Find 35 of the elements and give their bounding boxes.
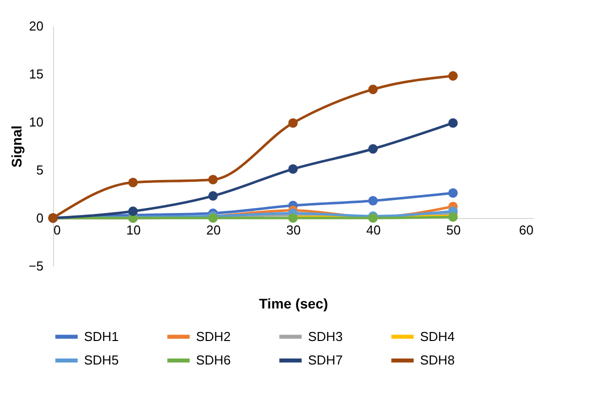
point xyxy=(208,191,218,201)
x-tick-label: 0 xyxy=(54,222,61,238)
point xyxy=(448,118,458,128)
y-tick-label: 10 xyxy=(29,114,44,130)
y-tick-label: 0 xyxy=(36,210,44,226)
legend-label: SDH6 xyxy=(196,352,231,368)
y-tick-label: −5 xyxy=(28,258,44,274)
legend-label: SDH7 xyxy=(308,352,343,368)
point xyxy=(128,178,138,188)
legend-label: SDH2 xyxy=(196,328,231,344)
legend-label: SDH8 xyxy=(420,352,455,368)
legend-label: SDH3 xyxy=(308,328,343,344)
legend-label: SDH1 xyxy=(84,328,119,344)
point xyxy=(448,71,458,81)
x-tick-label: 10 xyxy=(126,222,141,238)
x-tick-label: 60 xyxy=(519,222,534,238)
x-tick-label: 40 xyxy=(366,222,381,238)
y-tick-label: 20 xyxy=(29,18,44,34)
legend-label: SDH5 xyxy=(84,352,119,368)
point xyxy=(448,188,458,198)
x-axis-title: Time (sec) xyxy=(259,296,328,312)
y-tick-label: 15 xyxy=(29,66,44,82)
x-tick-label: 20 xyxy=(206,222,221,238)
x-tick-label: 50 xyxy=(446,222,461,238)
point xyxy=(368,144,378,154)
point xyxy=(288,118,298,128)
point xyxy=(208,174,218,184)
y-axis-title: Signal xyxy=(8,125,25,168)
point xyxy=(128,206,138,216)
point xyxy=(288,164,298,174)
x-tick-label: 30 xyxy=(286,222,301,238)
y-tick-label: 5 xyxy=(36,162,44,178)
point xyxy=(368,196,378,206)
legend-label: SDH4 xyxy=(420,328,455,344)
point xyxy=(368,84,378,94)
